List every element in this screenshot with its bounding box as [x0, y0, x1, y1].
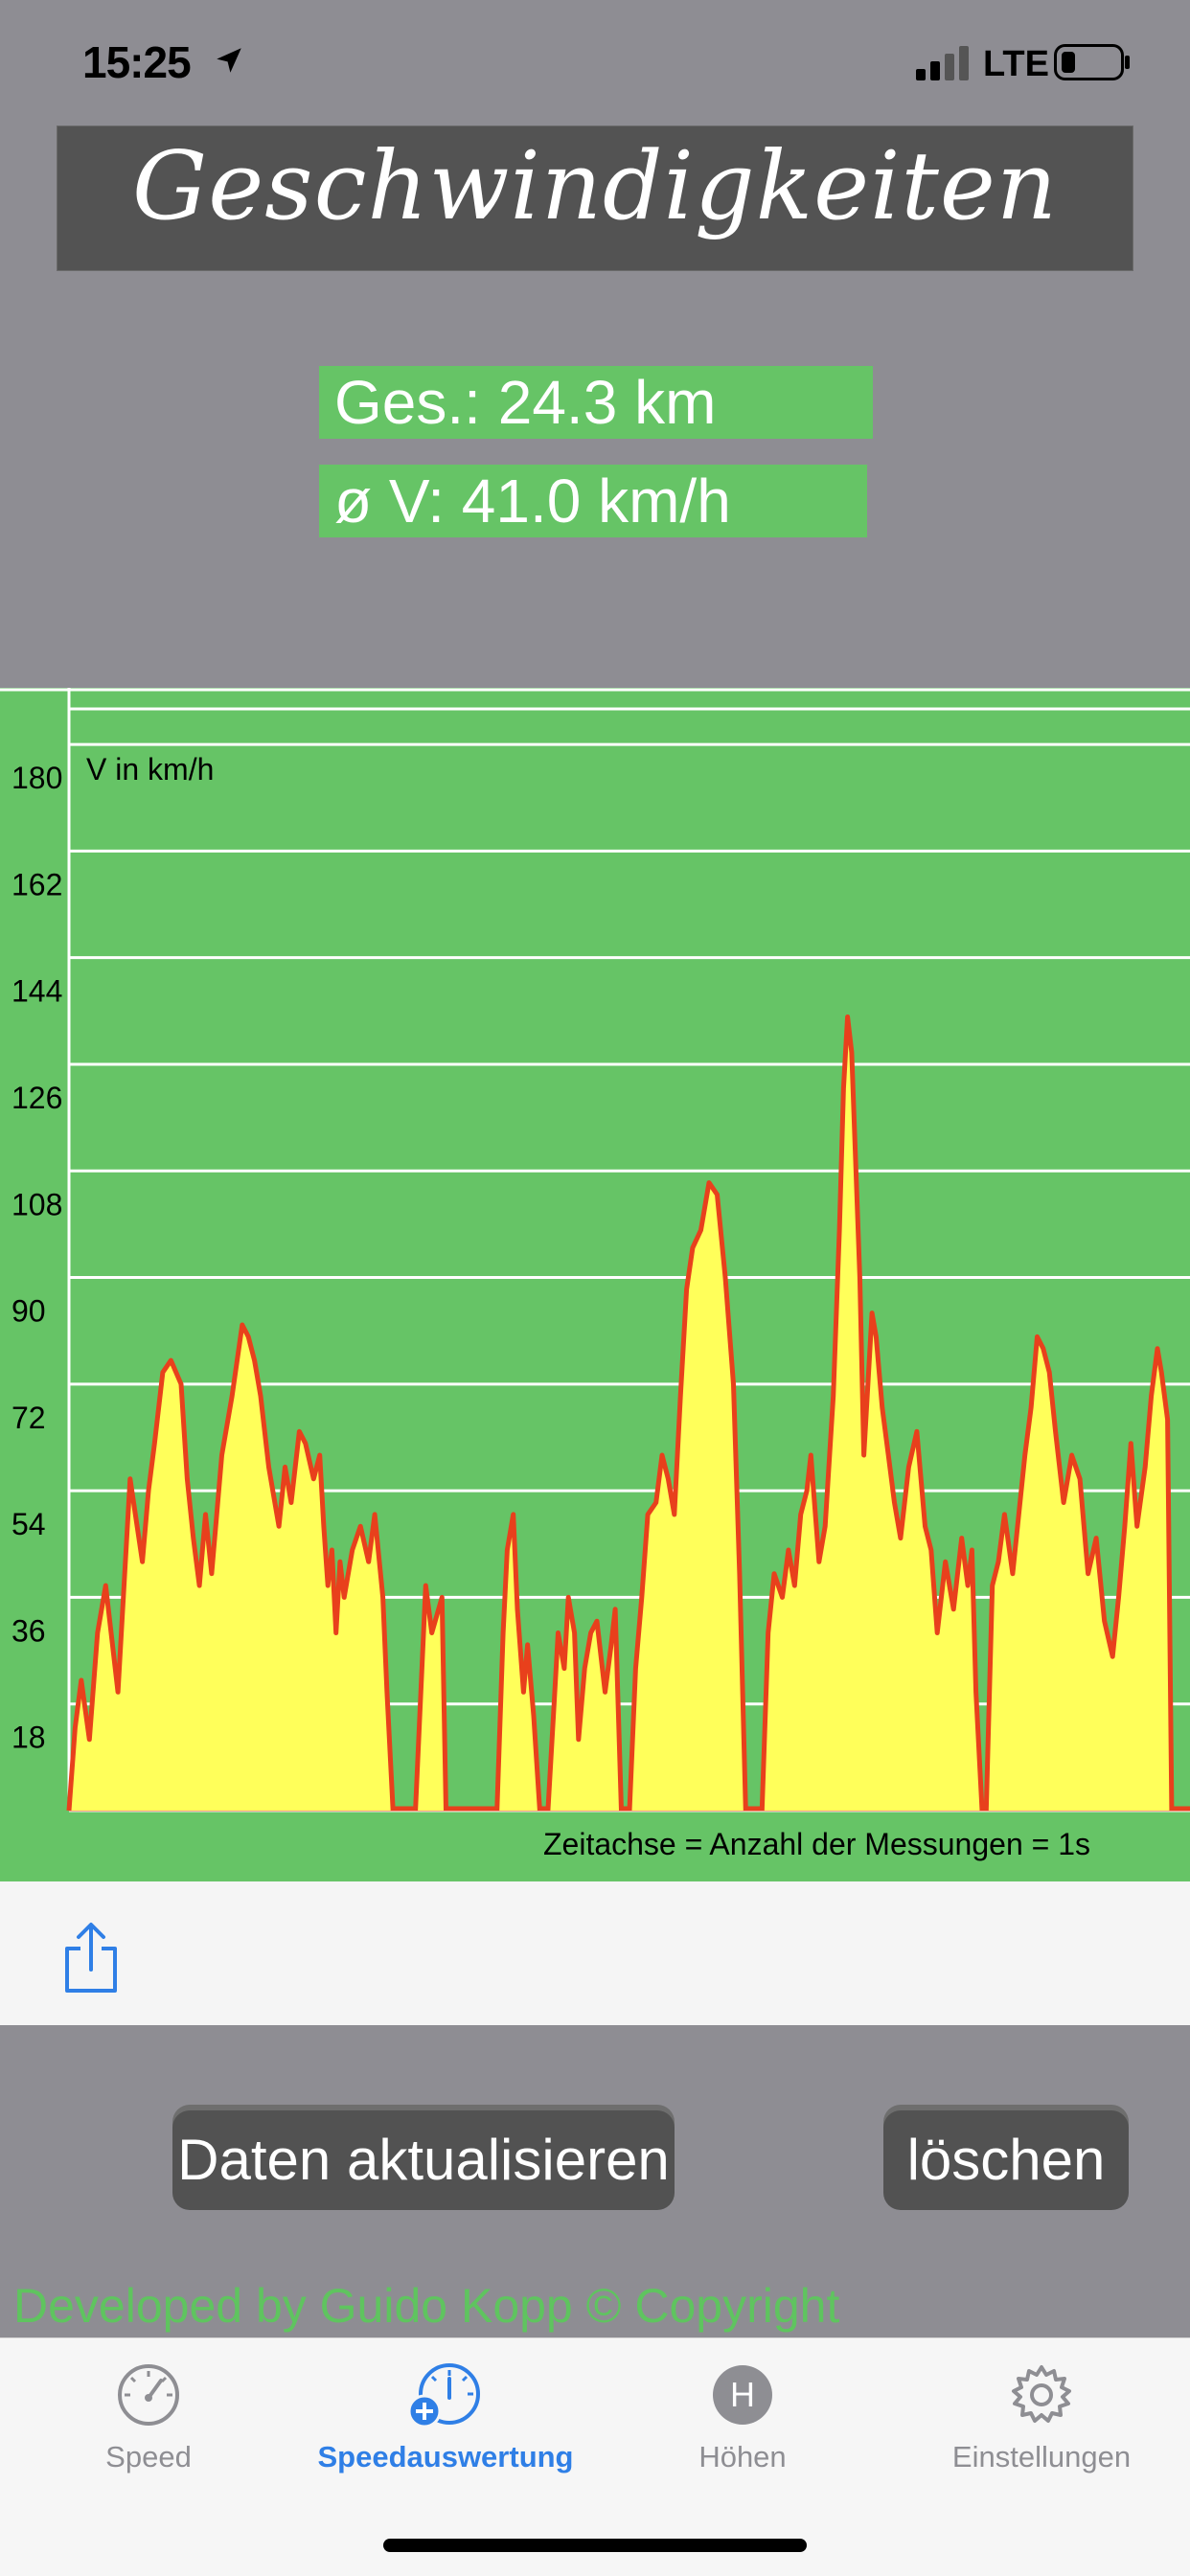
- svg-text:H: H: [730, 2375, 755, 2414]
- tab-speedauswertung[interactable]: Speedauswertung: [297, 2338, 594, 2530]
- y-tick-label: 36: [11, 1613, 46, 1648]
- speedometer-icon: [115, 2361, 182, 2433]
- speed-line: [759, 1014, 985, 1812]
- share-toolbar: [0, 1881, 1190, 2025]
- title-banner: Geschwindigkeiten: [57, 126, 1133, 270]
- y-tick-label: 54: [11, 1507, 46, 1541]
- y-tick-label: 180: [11, 761, 62, 795]
- speed-line: [545, 1594, 624, 1812]
- delete-button[interactable]: löschen: [883, 2110, 1129, 2210]
- battery-low-icon: [1054, 44, 1131, 85]
- gear-icon: [1008, 2361, 1075, 2433]
- tab-bar: Speed Speedauswertung H: [0, 2337, 1190, 2576]
- tab-hoehen[interactable]: H Höhen: [594, 2338, 891, 2530]
- speed-line: [494, 1512, 542, 1812]
- y-tick-label: 144: [11, 974, 62, 1009]
- altitude-h-icon: H: [709, 2361, 776, 2433]
- speed-line: [983, 1334, 1175, 1812]
- status-time: 15:25: [82, 37, 192, 87]
- y-axis-label: V in km/h: [86, 752, 214, 786]
- refresh-data-button[interactable]: Daten aktualisieren: [172, 2110, 675, 2210]
- tab-label: Höhen: [698, 2440, 787, 2473]
- page-title: Geschwindigkeiten: [132, 132, 1058, 241]
- y-tick-label: 162: [11, 867, 62, 901]
- developer-credit: Developed by Guido Kopp © Copyright: [13, 2279, 840, 2333]
- share-icon[interactable]: [57, 1920, 125, 2001]
- y-tick-label: 126: [11, 1081, 62, 1115]
- tab-speed[interactable]: Speed: [0, 2338, 297, 2530]
- tab-einstellungen[interactable]: Einstellungen: [893, 2338, 1190, 2530]
- location-arrow-icon: [213, 44, 245, 81]
- tab-label: Speed: [105, 2440, 192, 2473]
- home-indicator: [383, 2539, 807, 2552]
- y-tick-label: 108: [11, 1187, 62, 1221]
- speed-area: [547, 1597, 622, 1811]
- status-bar: 15:25 LTE: [0, 0, 1190, 125]
- speed-area: [762, 1016, 982, 1811]
- speed-area: [629, 1182, 746, 1811]
- speed-line: [66, 1322, 396, 1812]
- speed-line: [627, 1180, 748, 1812]
- y-tick-label: 72: [11, 1401, 46, 1435]
- signal-bars-icon: [916, 46, 972, 85]
- tab-label: Einstellungen: [951, 2440, 1132, 2473]
- speed-area: [986, 1336, 1172, 1811]
- total-distance-label: Ges.: 24.3 km: [319, 366, 873, 439]
- speedometer-analysis-icon: [407, 2361, 484, 2437]
- y-tick-label: 18: [11, 1721, 46, 1755]
- speed-chart-svg: 18 36 54 72 90 108 126 144 162 180 V in km/h Zeitac…: [0, 688, 1190, 1861]
- speed-area: [69, 1325, 394, 1811]
- speed-area: [415, 1585, 446, 1811]
- network-type: LTE: [983, 44, 1049, 84]
- speed-line: [413, 1583, 448, 1812]
- speed-chart: 18 36 54 72 90 108 126 144 162 180 V in km/h Zeitac…: [0, 688, 1190, 1881]
- y-tick-label: 90: [11, 1294, 46, 1329]
- average-speed-label: ø V: 41.0 km/h: [319, 465, 867, 537]
- tab-label: Speedauswertung: [317, 2440, 574, 2473]
- x-axis-label: Zeitachse = Anzahl der Messungen = 1s: [543, 1827, 1090, 1861]
